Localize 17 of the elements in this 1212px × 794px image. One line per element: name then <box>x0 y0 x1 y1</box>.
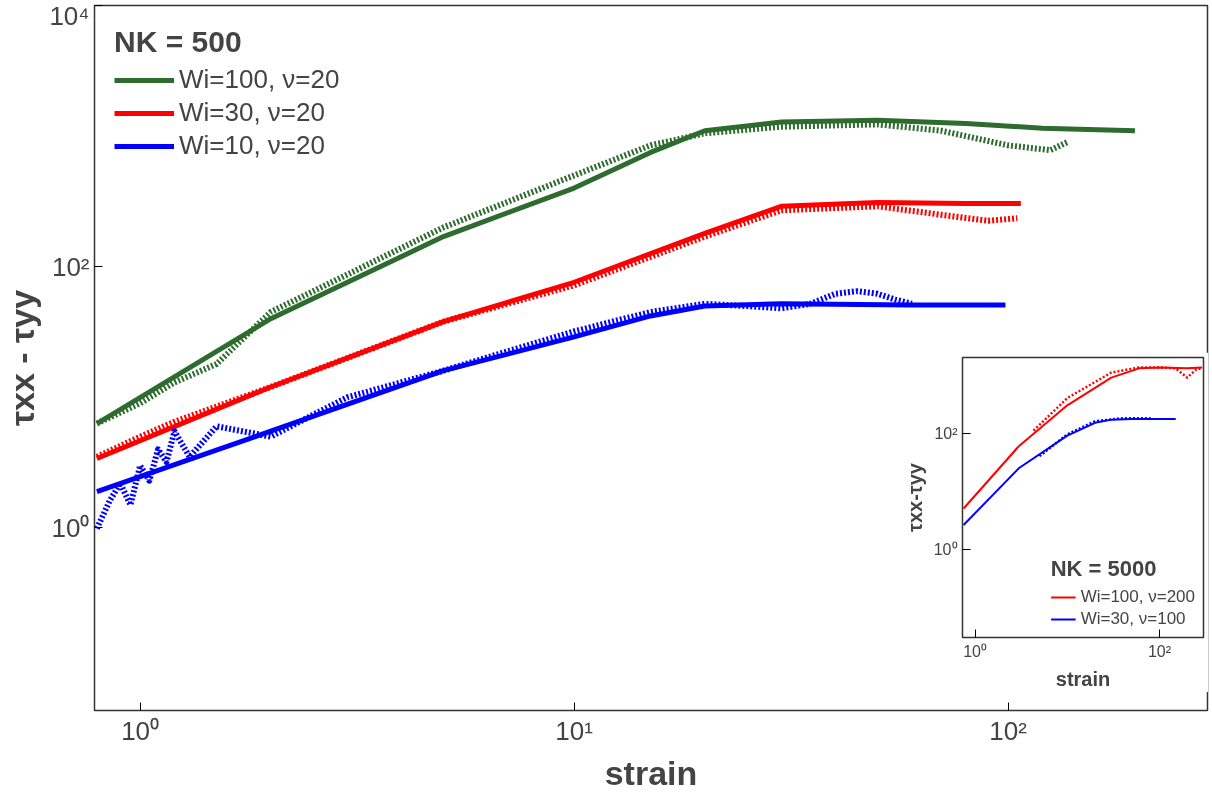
y-tick-label: 10² <box>51 251 90 282</box>
legend-label: Wi=100, ν=20 <box>179 64 340 95</box>
legend-title: NK = 5000 <box>1050 556 1158 582</box>
y-axis-title: τxx - τyy <box>3 289 42 427</box>
y-tick-label: 10⁴ <box>49 0 90 31</box>
legend-label: Wi=30, ν=100 <box>1080 609 1186 629</box>
legend-label: Wi=10, ν=20 <box>179 130 325 161</box>
x-axis-title: strain <box>1055 667 1111 690</box>
legend-label: Wi=100, ν=200 <box>1080 587 1195 607</box>
x-tick-label: 10⁰ <box>121 715 160 746</box>
x-tick-label: 10² <box>989 715 1028 746</box>
x-tick-label: 10¹ <box>555 715 594 746</box>
x-axis-title: strain <box>604 753 698 792</box>
y-tick-label: 10⁰ <box>51 512 90 543</box>
legend-label: Wi=30, ν=20 <box>179 97 325 128</box>
legend-title: NK = 500 <box>114 25 243 59</box>
y-axis-title: τxx-τyy <box>903 462 926 532</box>
